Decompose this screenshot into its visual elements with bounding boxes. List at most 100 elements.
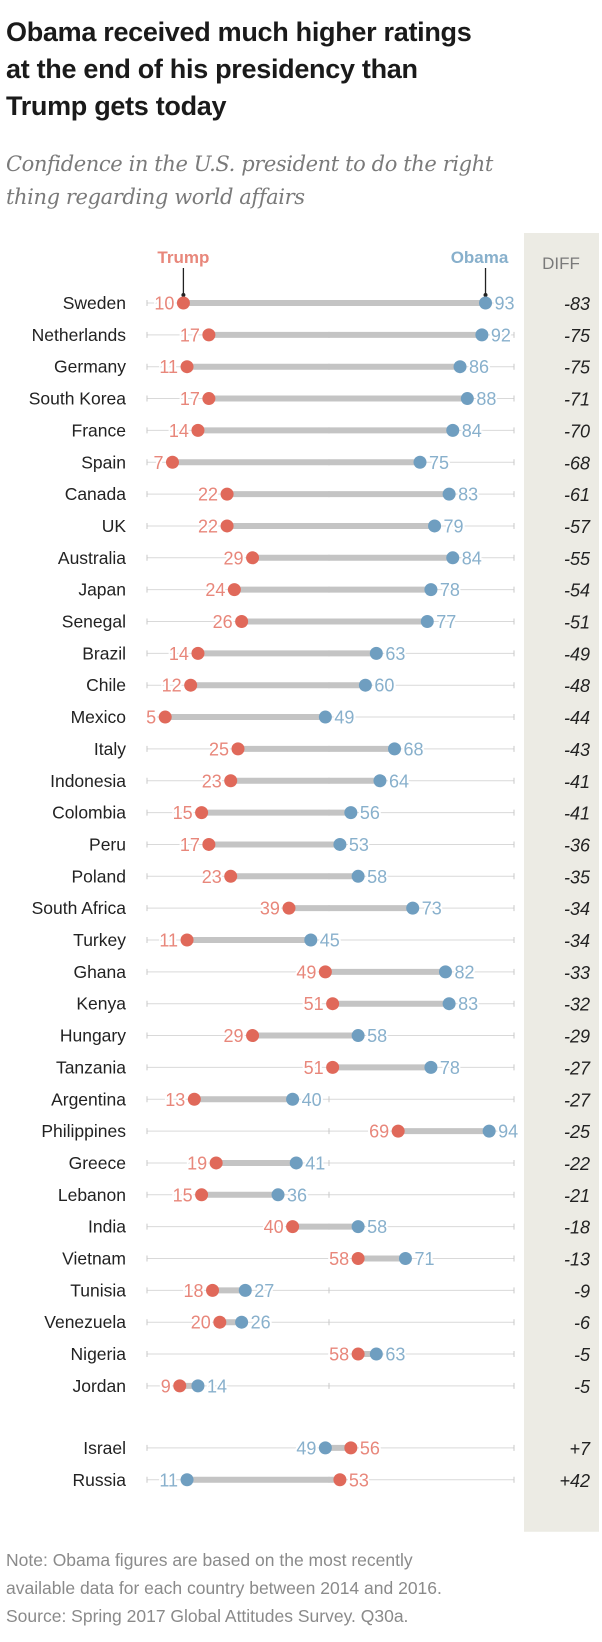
country-label: India — [88, 1217, 126, 1237]
note-line: available data for each country between … — [6, 1578, 442, 1598]
trump-dot — [173, 1379, 187, 1393]
note-line: Note: Obama figures are based on the mos… — [6, 1550, 413, 1570]
trump-value-label: 18 — [183, 1281, 203, 1301]
diff-value: -43 — [564, 740, 590, 760]
obama-value-label: 86 — [469, 357, 489, 377]
trump-value-label: 13 — [165, 1090, 185, 1110]
trump-dot — [213, 1315, 227, 1329]
country-label: Greece — [69, 1153, 126, 1173]
obama-dot — [475, 328, 489, 342]
country-label: UK — [102, 516, 127, 536]
diff-value: -25 — [564, 1122, 591, 1142]
trump-value-label: 15 — [173, 803, 193, 823]
obama-value-label: 82 — [454, 962, 474, 982]
diff-value: -35 — [564, 867, 591, 887]
trump-dot — [180, 360, 194, 374]
trump-dot — [351, 1252, 365, 1265]
country-label: Hungary — [60, 1026, 126, 1046]
obama-dot — [358, 678, 372, 692]
obama-dot — [482, 1124, 496, 1138]
diff-value: -5 — [574, 1345, 591, 1365]
chart-title: Obama received much higher ratings at th… — [6, 14, 596, 125]
obama-dot — [424, 583, 438, 597]
trump-dot — [180, 933, 194, 947]
obama-dot — [369, 1347, 383, 1361]
trump-dot — [224, 774, 238, 788]
diff-value: +7 — [569, 1439, 591, 1459]
trump-dot — [158, 710, 172, 724]
trump-value-label: 29 — [224, 548, 244, 568]
obama-dot — [351, 1029, 365, 1043]
diff-value: -27 — [564, 1090, 591, 1110]
diff-value: -68 — [564, 453, 590, 473]
trump-value-label: 11 — [159, 931, 178, 951]
obama-value-label: 78 — [440, 580, 460, 600]
diff-value: -70 — [564, 421, 590, 441]
trump-dot — [246, 1029, 260, 1043]
trump-value-label: 17 — [180, 325, 200, 345]
trump-dot — [209, 1156, 223, 1170]
obama-value-label: 84 — [462, 421, 482, 441]
trump-value-label: 11 — [159, 357, 178, 377]
subtitle-line: Confidence in the U.S. president to do t… — [6, 152, 493, 176]
country-label: Italy — [94, 739, 126, 759]
trump-dot — [231, 742, 245, 756]
trump-value-label: 58 — [329, 1249, 349, 1269]
trump-dot — [202, 837, 216, 851]
diff-value: -41 — [564, 772, 590, 792]
obama-dot — [424, 1060, 438, 1074]
diff-value: -49 — [564, 644, 590, 664]
trump-dot — [191, 646, 205, 660]
obama-value-label: 71 — [414, 1249, 434, 1269]
trump-dot — [176, 296, 190, 310]
trump-dot — [282, 901, 296, 915]
diff-value: -55 — [564, 549, 591, 569]
obama-dot — [373, 774, 387, 788]
obama-dot — [333, 837, 347, 851]
diff-value: -71 — [564, 390, 590, 410]
obama-value-label: 36 — [287, 1185, 307, 1205]
obama-dot — [304, 933, 318, 947]
diff-value: -61 — [564, 485, 590, 505]
trump-dot — [206, 1283, 220, 1297]
obama-value-label: 83 — [458, 485, 478, 505]
obama-value-label: 92 — [491, 325, 511, 345]
obama-value-label: 53 — [349, 835, 369, 855]
country-label: Russia — [73, 1470, 127, 1490]
obama-dot — [413, 455, 427, 469]
obama-value-label: 93 — [495, 294, 515, 314]
trump-dot — [227, 583, 241, 597]
trump-dot — [344, 1441, 358, 1455]
trump-dot — [351, 1347, 365, 1361]
obama-value-label: 14 — [207, 1376, 227, 1396]
chart-note: Note: Obama figures are based on the mos… — [6, 1546, 596, 1630]
diff-value: -27 — [564, 1058, 591, 1078]
trump-value-label: 17 — [180, 389, 200, 409]
title-line: Trump gets today — [6, 91, 227, 121]
trump-value-label: 53 — [349, 1470, 369, 1490]
country-label: Spain — [81, 452, 126, 472]
trump-dot — [220, 487, 234, 501]
obama-value-label: 41 — [305, 1153, 325, 1173]
legend-obama: Obama — [451, 248, 509, 267]
trump-dot — [202, 392, 216, 406]
trump-value-label: 40 — [264, 1217, 284, 1237]
country-label: Argentina — [51, 1089, 126, 1109]
country-label: Australia — [58, 548, 126, 568]
legend-pointer-dot-trump — [181, 293, 186, 297]
trump-dot — [326, 1060, 340, 1074]
obama-dot — [446, 423, 460, 437]
obama-dot — [318, 710, 332, 724]
obama-value-label: 63 — [385, 644, 405, 664]
obama-dot — [286, 1092, 300, 1106]
title-line: Obama received much higher ratings — [6, 17, 472, 47]
obama-dot — [453, 360, 467, 374]
diff-value: +42 — [559, 1471, 590, 1491]
trump-value-label: 14 — [169, 421, 189, 441]
trump-value-label: 7 — [153, 453, 163, 473]
diff-value: -21 — [564, 1186, 590, 1206]
trump-value-label: 9 — [161, 1376, 171, 1396]
obama-dot — [271, 1188, 285, 1202]
trump-dot — [333, 1473, 347, 1487]
